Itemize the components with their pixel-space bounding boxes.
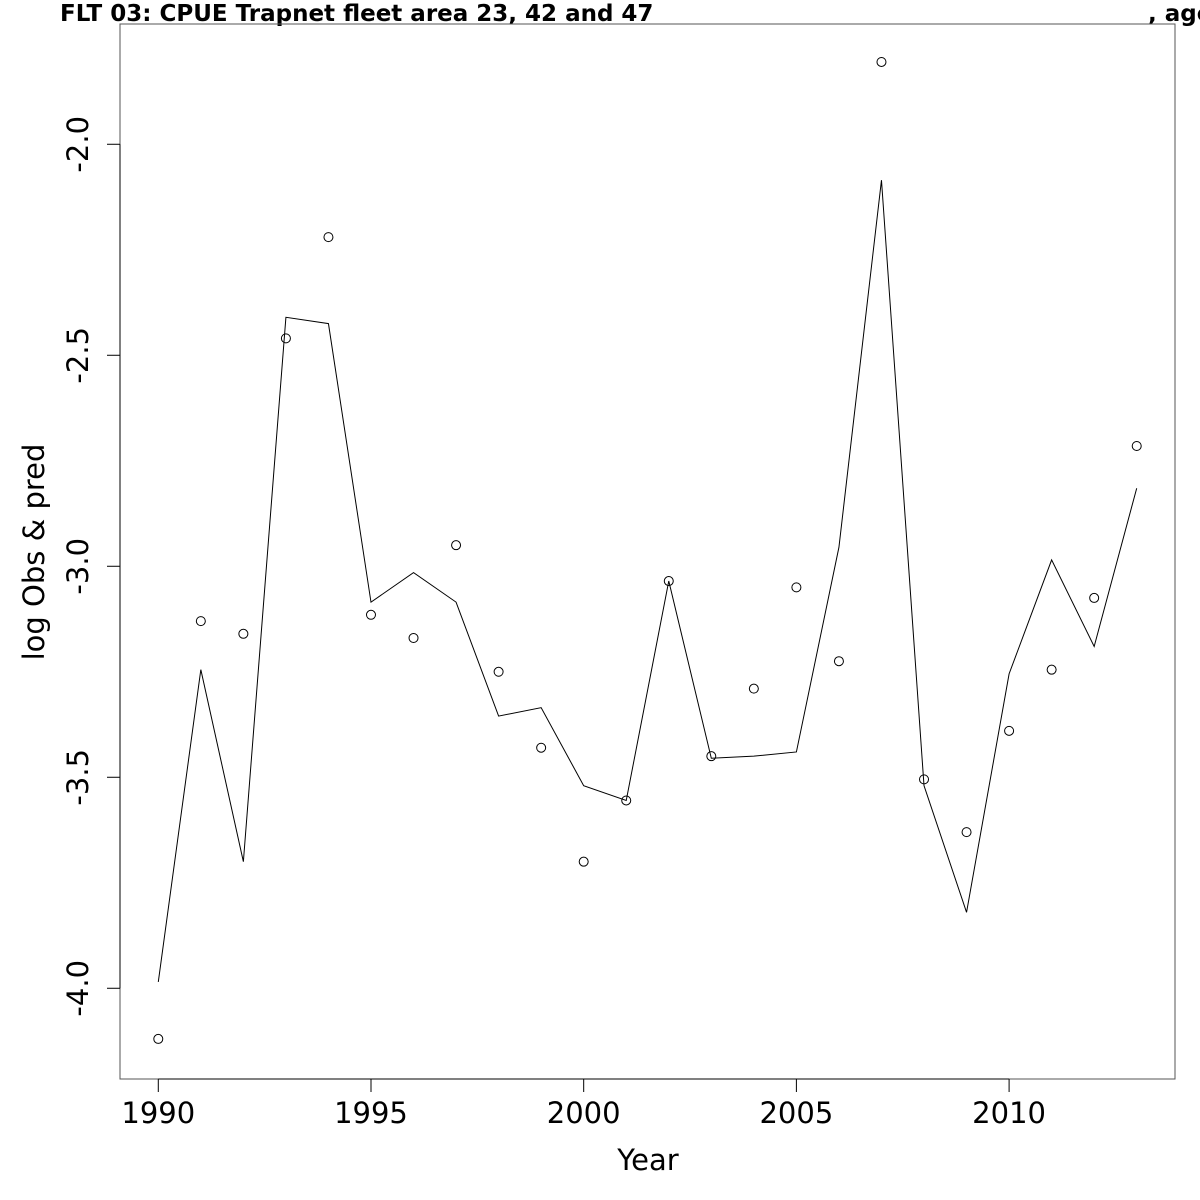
observed-point (1004, 725, 1015, 736)
observed-point (365, 609, 376, 620)
observed-point (833, 656, 844, 667)
x-tick-label: 2010 (972, 1096, 1046, 1130)
y-tick-label: -2.0 (61, 116, 95, 173)
x-tick-label: 2000 (547, 1096, 621, 1130)
observed-point (578, 856, 589, 867)
x-axis: 1990 1995 2000 2005 2010 (121, 1078, 1046, 1130)
observed-point (238, 628, 249, 639)
y-tick-label: -3.5 (61, 749, 95, 806)
observed-point (961, 827, 972, 838)
observed-point (663, 576, 674, 587)
observed-point (1089, 592, 1100, 603)
series-layer (153, 56, 1142, 1044)
observed-point (536, 742, 547, 753)
predicted-series-line (157, 180, 1138, 983)
observed-point (748, 683, 759, 694)
y-axis-label: log Obs & pred (17, 444, 51, 661)
x-tick-label: 1990 (121, 1096, 195, 1130)
observed-point (621, 795, 632, 806)
observed-point (280, 333, 291, 344)
y-tick-label: -3.0 (61, 538, 95, 595)
x-tick-label: 1995 (334, 1096, 408, 1130)
observed-point (791, 582, 802, 593)
observed-point (323, 232, 334, 243)
observed-point (153, 1033, 164, 1044)
chart-title: FLT 03: CPUE Trapnet fleet area 23, 42 a… (60, 1, 653, 27)
observed-point (706, 751, 717, 762)
observed-point (876, 56, 887, 67)
x-axis-label: Year (616, 1143, 678, 1177)
observed-point (195, 616, 206, 627)
observed-point (1046, 664, 1057, 675)
observed-point (1131, 441, 1142, 451)
x-tick-label: 2005 (759, 1096, 833, 1130)
y-tick-label: -4.0 (61, 960, 95, 1017)
observed-point (451, 540, 462, 551)
chart-title-suffix: , age (1148, 1, 1200, 27)
y-axis: -4.0 -3.5 -3.0 -2.5 -2.0 (61, 116, 121, 1017)
observed-point (493, 666, 504, 677)
observed-point (408, 633, 419, 644)
y-tick-label: -2.5 (61, 327, 95, 384)
plot-area-border (119, 23, 1176, 1080)
